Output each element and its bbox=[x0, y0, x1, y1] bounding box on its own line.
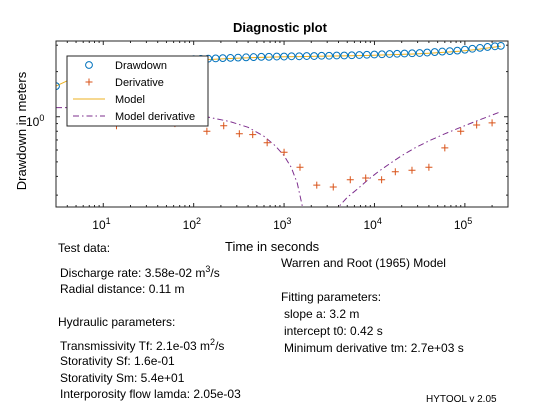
drawdown-point bbox=[226, 53, 235, 62]
drawdown-point bbox=[393, 49, 402, 58]
drawdown-point bbox=[325, 51, 334, 60]
derivative-point bbox=[378, 176, 386, 184]
drawdown-point bbox=[56, 82, 60, 91]
drawdown-point bbox=[362, 50, 371, 59]
derivative-point bbox=[263, 139, 271, 147]
drawdown-point bbox=[476, 43, 484, 52]
drawdown-point bbox=[460, 45, 469, 54]
drawdown-point bbox=[287, 52, 296, 61]
drawdown-point bbox=[272, 52, 281, 61]
derivative-point bbox=[457, 127, 465, 135]
drawdown-point bbox=[430, 48, 439, 56]
drawdown-point bbox=[234, 53, 242, 62]
chart-title: Diagnostic plot bbox=[233, 20, 327, 35]
drawdown-point bbox=[249, 53, 258, 61]
derivative-point bbox=[220, 122, 228, 130]
drawdown-point bbox=[483, 43, 492, 51]
model-name: Warren and Root (1965) Model bbox=[281, 256, 446, 270]
min-derivative: Minimum derivative tm: 2.7e+03 s bbox=[284, 341, 464, 355]
test-data-header: Test data: bbox=[58, 241, 111, 255]
derivative-point bbox=[203, 127, 211, 135]
intercept: intercept t0: 0.42 s bbox=[284, 324, 383, 338]
derivative-point bbox=[408, 166, 416, 174]
derivative-point bbox=[425, 163, 433, 171]
legend-label-model: Model bbox=[115, 94, 145, 106]
drawdown-point bbox=[496, 41, 505, 50]
transmissivity: Transmissivity Tf: 2.1e-03 m2/s bbox=[60, 337, 225, 353]
y-axis-label: Drawdown in meters bbox=[14, 71, 29, 191]
drawdown-point bbox=[257, 52, 266, 61]
slope: slope a: 3.2 m bbox=[284, 307, 360, 321]
drawdown-point bbox=[385, 50, 394, 58]
derivative-point bbox=[280, 148, 288, 156]
derivative-point bbox=[441, 144, 449, 152]
x-tick-label: 103 bbox=[273, 216, 292, 232]
drawdown-point bbox=[355, 51, 364, 59]
model-derivative-line bbox=[56, 107, 501, 207]
derivative-point bbox=[296, 163, 304, 171]
drawdown-point bbox=[310, 52, 319, 60]
drawdown-point bbox=[415, 49, 424, 57]
legend-label-drawdown: Drawdown bbox=[115, 60, 167, 72]
discharge-rate: Discharge rate: 3.58e-02 m3/s bbox=[60, 264, 220, 280]
derivative-point bbox=[313, 181, 321, 189]
drawdown-point bbox=[423, 48, 432, 57]
legend: Drawdown Derivative Model Model derivative bbox=[66, 55, 209, 127]
drawdown-point bbox=[340, 51, 349, 60]
y-tick-label: 100 bbox=[26, 112, 45, 129]
derivative-point bbox=[249, 131, 257, 139]
drawdown-point bbox=[265, 52, 273, 61]
drawdown-point bbox=[400, 49, 409, 58]
derivative-point bbox=[391, 168, 399, 176]
drawdown-point bbox=[453, 46, 462, 55]
drawdown-point bbox=[332, 51, 341, 60]
derivative-point bbox=[329, 183, 337, 191]
radial-distance: Radial distance: 0.11 m bbox=[60, 282, 185, 296]
derivative-point bbox=[473, 121, 481, 129]
derivative-point bbox=[488, 119, 496, 127]
drawdown-point bbox=[445, 47, 454, 56]
drawdown-point bbox=[295, 52, 304, 61]
drawdown-point bbox=[491, 42, 499, 51]
version-label: HYTOOL v 2.05 bbox=[426, 394, 497, 405]
legend-marker-derivative bbox=[85, 78, 93, 86]
legend-label-derivative: Derivative bbox=[115, 77, 164, 89]
x-axis-label: Time in seconds bbox=[225, 239, 320, 254]
drawdown-point bbox=[302, 52, 311, 60]
derivative-point bbox=[362, 174, 370, 182]
derivative-point bbox=[235, 130, 243, 138]
drawdown-point bbox=[317, 51, 326, 60]
drawdown-point bbox=[468, 44, 477, 53]
derivative-point bbox=[346, 176, 354, 184]
drawdown-point bbox=[347, 51, 356, 60]
drawdown-point bbox=[378, 50, 386, 59]
x-tick-label: 102 bbox=[182, 216, 202, 232]
drawdown-point bbox=[438, 47, 447, 56]
drawdown-point bbox=[242, 53, 250, 62]
x-tick-label: 105 bbox=[453, 216, 473, 232]
drawdown-point bbox=[280, 52, 288, 61]
drawdown-point bbox=[218, 54, 227, 63]
fitting-header: Fitting parameters: bbox=[281, 290, 382, 304]
storativity-sf: Storativity Sf: 1.6e-01 bbox=[60, 354, 175, 368]
drawdown-point bbox=[408, 49, 417, 58]
x-tick-label: 104 bbox=[363, 216, 382, 232]
hydraulic-header: Hydraulic parameters: bbox=[58, 315, 176, 329]
storativity-sm: Storativity Sm: 5.4e+01 bbox=[60, 371, 185, 385]
drawdown-point bbox=[370, 50, 379, 59]
interporosity: Interporosity flow lamda: 2.05e-03 bbox=[60, 387, 241, 401]
x-tick-label: 101 bbox=[92, 216, 111, 232]
legend-label-model-derivative: Model derivative bbox=[115, 111, 195, 123]
legend-marker-drawdown bbox=[85, 61, 93, 69]
